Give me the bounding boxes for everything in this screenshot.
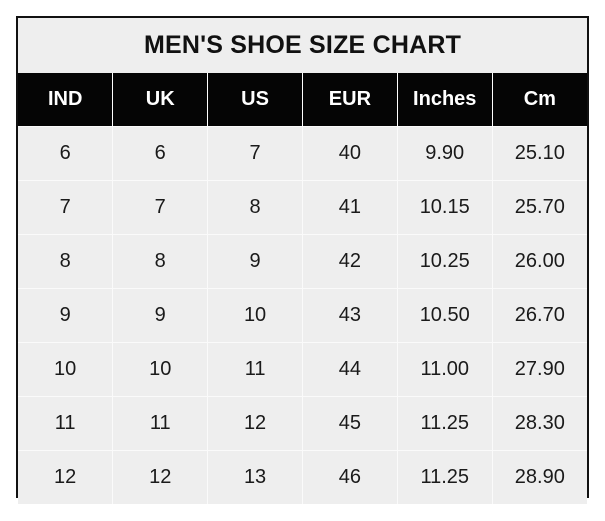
table-body: 6 6 7 40 9.90 25.10 7 7 8 41 10.15 25.70…	[18, 126, 587, 504]
column-header-uk: UK	[112, 73, 209, 127]
cell-inches: 11.25	[396, 450, 493, 504]
table-row: 10 10 11 44 11.00 27.90	[18, 342, 587, 397]
page-title: MEN'S SHOE SIZE CHART	[18, 18, 587, 73]
table-row: 8 8 9 42 10.25 26.00	[18, 234, 587, 289]
cell-cm: 28.30	[491, 396, 587, 451]
column-header-inches: Inches	[396, 73, 493, 127]
cell-ind: 10	[18, 342, 114, 397]
cell-us: 7	[207, 126, 303, 181]
cell-uk: 11	[112, 396, 209, 451]
cell-cm: 26.00	[491, 234, 587, 289]
table-row: 12 12 13 46 11.25 28.90	[18, 450, 587, 504]
cell-ind: 6	[18, 126, 114, 181]
cell-us: 13	[207, 450, 303, 504]
cell-uk: 12	[112, 450, 209, 504]
cell-ind: 11	[18, 396, 114, 451]
cell-uk: 8	[112, 234, 209, 289]
cell-inches: 10.50	[396, 288, 493, 343]
cell-inches: 11.25	[396, 396, 493, 451]
column-header-cm: Cm	[491, 73, 587, 127]
cell-uk: 7	[112, 180, 209, 235]
cell-eur: 44	[301, 342, 398, 397]
column-header-row: IND UK US EUR Inches Cm	[18, 73, 587, 127]
cell-ind: 8	[18, 234, 114, 289]
table-row: 7 7 8 41 10.15 25.70	[18, 180, 587, 235]
table-row: 11 11 12 45 11.25 28.30	[18, 396, 587, 451]
shoe-size-table: MEN'S SHOE SIZE CHART IND UK US EUR Inch…	[18, 18, 587, 504]
title-row: MEN'S SHOE SIZE CHART	[18, 18, 587, 73]
column-header-eur: EUR	[301, 73, 398, 127]
cell-inches: 11.00	[396, 342, 493, 397]
cell-inches: 9.90	[396, 126, 493, 181]
cell-cm: 28.90	[491, 450, 587, 504]
cell-eur: 42	[301, 234, 398, 289]
size-chart-container: MEN'S SHOE SIZE CHART IND UK US EUR Inch…	[16, 16, 589, 504]
cell-us: 10	[207, 288, 303, 343]
cell-ind: 9	[18, 288, 114, 343]
cell-uk: 9	[112, 288, 209, 343]
cell-eur: 46	[301, 450, 398, 504]
column-header-us: US	[207, 73, 303, 127]
table-row: 6 6 7 40 9.90 25.10	[18, 126, 587, 181]
cell-eur: 43	[301, 288, 398, 343]
cell-us: 9	[207, 234, 303, 289]
cell-eur: 40	[301, 126, 398, 181]
cell-eur: 41	[301, 180, 398, 235]
cell-cm: 26.70	[491, 288, 587, 343]
cell-us: 11	[207, 342, 303, 397]
cell-eur: 45	[301, 396, 398, 451]
cell-ind: 7	[18, 180, 114, 235]
cell-uk: 10	[112, 342, 209, 397]
cell-inches: 10.15	[396, 180, 493, 235]
cell-ind: 12	[18, 450, 114, 504]
cell-us: 12	[207, 396, 303, 451]
cell-cm: 25.10	[491, 126, 587, 181]
table-row: 9 9 10 43 10.50 26.70	[18, 288, 587, 343]
column-header-ind: IND	[18, 73, 114, 127]
cell-cm: 25.70	[491, 180, 587, 235]
cell-uk: 6	[112, 126, 209, 181]
cell-us: 8	[207, 180, 303, 235]
cell-cm: 27.90	[491, 342, 587, 397]
table-head: MEN'S SHOE SIZE CHART IND UK US EUR Inch…	[18, 18, 587, 127]
cell-inches: 10.25	[396, 234, 493, 289]
